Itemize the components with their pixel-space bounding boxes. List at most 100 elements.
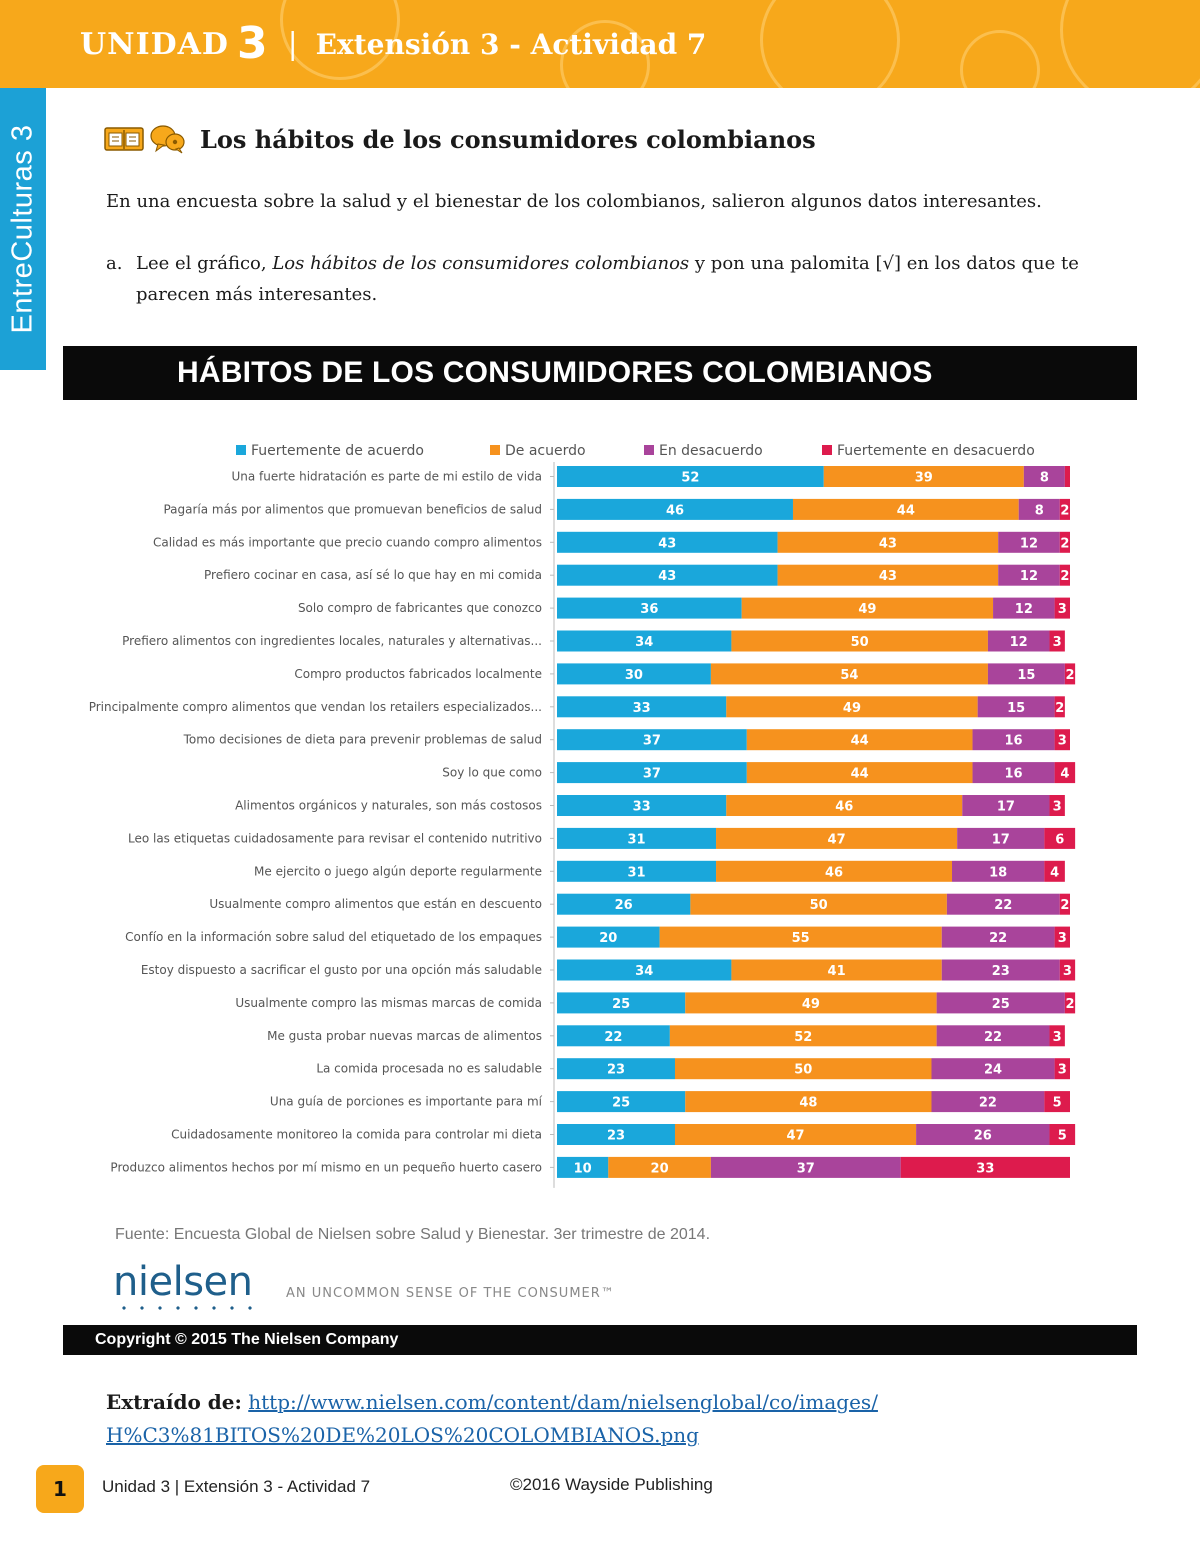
bar-segment [987,663,1065,685]
bar-value-label: 22 [984,1030,1002,1045]
bar-value-label: 26 [974,1129,992,1144]
bar-segment [1064,466,1070,487]
page-number: 1 [36,1465,84,1513]
bar-segment [1059,498,1070,520]
bar-value-label: 2 [1060,536,1069,551]
bar-value-label: 15 [1017,668,1035,683]
bar-value-label: 39 [915,471,933,486]
footer-copyright: ©2016 Wayside Publishing [510,1475,713,1494]
bar-value-label: 30 [625,668,643,683]
bar-segment [557,1058,675,1080]
bar-segment [685,992,937,1014]
category-label: Prefiero cocinar en casa, así sé lo que … [204,568,542,582]
bar-segment [823,466,1024,487]
bar-value-label: 16 [1005,767,1023,782]
instruction-text: Lee el gráfico, Los hábitos de los consu… [106,248,1116,310]
logo-dots [115,1306,261,1310]
source-link-line1[interactable]: http://www.nielsen.com/content/dam/niels… [248,1390,878,1414]
category-label: Calidad es más importante que precio cua… [153,535,542,549]
reading-icon [104,127,144,151]
bar-value-label: 43 [879,569,897,584]
legend-swatch [236,445,246,455]
bar-segment [792,498,1019,520]
bar-value-label: 25 [612,997,630,1012]
source-link-line2[interactable]: H%C3%81BITOS%20DE%20LOS%20COLOMBIANOS.pn… [106,1423,699,1447]
bar-value-label: 5 [1053,1096,1062,1111]
category-label: Alimentos orgánicos y naturales, son más… [235,799,542,813]
unit-header: UNIDAD 3 | Extensión 3 - Actividad 7 [0,0,1200,88]
bar-value-label: 15 [1007,701,1025,716]
header-separator: | [287,26,298,62]
chart-banner: HÁBITOS DE LOS CONSUMIDORES COLOMBIANOS [63,346,1137,400]
bar-value-label: 52 [794,1030,812,1045]
bar-value-label: 17 [992,832,1010,847]
bar-segment [557,564,778,586]
bar-segment [710,1156,901,1178]
bar-segment [1044,1091,1070,1113]
bar-segment [669,1025,937,1047]
category-label: Me ejercito o juego algún deporte regula… [254,864,542,878]
chart-svg: Fuertemente de acuerdo De acuerdo En desac… [89,443,1076,1188]
bar-value-label: 3 [1058,602,1067,617]
bar-value-label: 49 [858,602,876,617]
header-title: UNIDAD 3 | Extensión 3 - Actividad 7 [80,18,706,70]
stacked-bar-chart: Fuertemente de acuerdo De acuerdo En desac… [0,430,1200,1200]
legend-swatch [644,445,654,455]
category-label: Tomo decisiones de dieta para prevenir p… [183,733,542,747]
logo-wordmark: nielsen [113,1259,253,1305]
bar-value-label: 34 [635,964,653,979]
bar-value-label: 36 [640,602,658,617]
legend-label: Fuertemente de acuerdo [251,443,424,459]
instruction-marker: a. [106,253,123,274]
unit-word: UNIDAD [80,26,229,62]
unit-number: 3 [236,18,268,69]
category-label: Pagaría más por alimentos que promuevan … [163,502,542,516]
intro-paragraph: En una encuesta sobre la salud y el bien… [106,191,1042,212]
bar-value-label: 5 [1058,1129,1067,1144]
bar-value-label: 25 [992,997,1010,1012]
bar-value-label: 12 [1010,635,1028,650]
bar-value-label: 2 [1065,668,1074,683]
bar-value-label: 23 [607,1129,625,1144]
category-label: Estoy dispuesto a sacrificar el gusto po… [141,963,542,977]
bar-segment [1064,663,1076,685]
bar-value-label: 3 [1058,734,1067,749]
bar-value-label: 49 [802,997,820,1012]
bar-value-label: 4 [1060,767,1069,782]
bar-segment [746,729,973,751]
bar-value-label: 23 [607,1063,625,1078]
bar-segment [977,696,1055,718]
legend-label: De acuerdo [505,443,586,459]
bar-segment [972,729,1055,751]
category-label: Principalmente compro alimentos que vend… [89,700,542,714]
bar-value-label: 43 [658,536,676,551]
bar-value-label: 52 [681,471,699,486]
section-title: Los hábitos de los consumidores colombia… [200,124,816,154]
bar-value-label: 50 [794,1063,812,1078]
category-label: Prefiero alimentos con ingredientes loca… [122,634,542,648]
bar-value-label: 8 [1040,471,1049,486]
bar-value-label: 25 [612,1096,630,1111]
bar-segment [1059,531,1070,553]
bar-segment [1059,564,1070,586]
bar-segment [1054,1058,1070,1080]
bar-segment [998,564,1060,586]
bar-value-label: 3 [1058,931,1067,946]
bar-segment [557,827,717,849]
bar-value-label: 10 [574,1161,592,1176]
bar-segment [557,1091,686,1113]
instruction-chart-title: Los hábitos de los consumidores colombia… [272,253,690,274]
bar-value-label: 46 [825,865,843,880]
bar-segment [931,1091,1045,1113]
bar-segment [557,498,793,520]
bar-value-label: 12 [1020,536,1038,551]
bar-value-label: 50 [810,898,828,913]
category-label: Confío en la información sobre salud del… [125,930,542,944]
bar-segment [998,531,1060,553]
bar-segment [1054,762,1076,784]
category-label: Compro productos fabricados localmente [294,667,542,681]
bar-value-label: 33 [976,1161,994,1176]
bar-value-label: 54 [840,668,858,683]
bar-value-label: 26 [615,898,633,913]
bar-segment [1044,827,1076,849]
